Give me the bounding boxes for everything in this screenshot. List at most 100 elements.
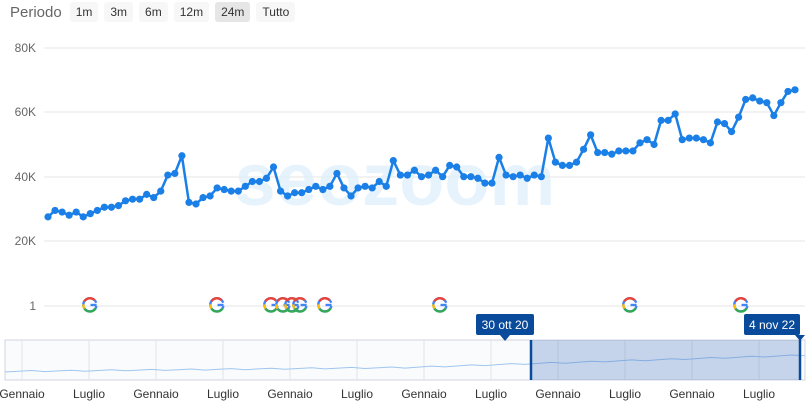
data-point[interactable] [178, 152, 186, 160]
data-point[interactable] [269, 163, 278, 171]
data-point[interactable] [86, 210, 94, 218]
google-update-markers[interactable] [82, 297, 749, 313]
data-point[interactable] [361, 182, 369, 190]
data-point[interactable] [305, 185, 313, 194]
series-line[interactable] [44, 86, 799, 221]
period-button-all[interactable]: Tutto [256, 2, 296, 22]
data-point[interactable] [319, 185, 327, 194]
data-point[interactable] [410, 166, 419, 174]
data-point[interactable] [347, 192, 355, 200]
data-point[interactable] [481, 179, 489, 187]
data-point[interactable] [354, 184, 362, 192]
data-point[interactable] [784, 87, 792, 96]
data-point[interactable] [439, 173, 447, 181]
data-point[interactable] [150, 193, 158, 202]
data-point[interactable] [431, 166, 440, 174]
google-g-icon[interactable] [733, 297, 749, 313]
data-point[interactable] [608, 150, 616, 158]
data-point[interactable] [622, 147, 630, 155]
data-point[interactable] [44, 213, 52, 221]
data-point[interactable] [396, 171, 404, 179]
data-point[interactable] [509, 173, 517, 181]
data-point[interactable] [375, 177, 383, 186]
navigator[interactable]: 30 ott 20 4 nov 22 Gennaio Luglio Gennaio Lug… [0, 314, 806, 401]
data-point[interactable] [79, 213, 87, 221]
data-point[interactable] [523, 174, 531, 182]
data-point[interactable] [692, 134, 700, 142]
data-point[interactable] [382, 182, 390, 190]
data-point[interactable] [572, 158, 581, 166]
data-point[interactable] [284, 192, 292, 200]
data-point[interactable] [650, 140, 658, 149]
data-point[interactable] [446, 161, 454, 170]
data-point[interactable] [248, 177, 256, 186]
data-point[interactable] [65, 211, 73, 219]
data-point[interactable] [171, 169, 179, 178]
data-point[interactable] [664, 116, 672, 124]
data-point[interactable] [720, 119, 729, 128]
period-button-24m[interactable]: 24m [215, 2, 251, 22]
data-point[interactable] [93, 206, 101, 215]
data-point[interactable] [706, 139, 715, 147]
data-point[interactable] [276, 187, 285, 195]
data-point[interactable] [100, 203, 108, 211]
data-point[interactable] [671, 110, 679, 118]
data-point[interactable] [368, 184, 376, 192]
data-point[interactable] [72, 208, 80, 216]
data-point[interactable] [340, 184, 348, 192]
navigator-selection[interactable] [531, 340, 800, 380]
data-point[interactable] [107, 203, 116, 211]
data-point[interactable] [460, 173, 468, 181]
data-point[interactable] [756, 97, 764, 105]
data-point[interactable] [206, 192, 214, 200]
data-point[interactable] [537, 173, 545, 181]
data-point[interactable] [192, 200, 200, 208]
data-point[interactable] [403, 171, 412, 179]
data-point[interactable] [594, 148, 602, 157]
data-point[interactable] [495, 153, 503, 161]
data-point[interactable] [502, 171, 510, 179]
data-point[interactable] [474, 174, 482, 182]
data-point[interactable] [749, 94, 757, 102]
data-point[interactable] [763, 99, 771, 107]
data-point[interactable] [58, 208, 66, 216]
data-point[interactable] [220, 185, 228, 194]
data-point[interactable] [742, 95, 750, 104]
data-point[interactable] [587, 131, 595, 139]
google-g-icon[interactable] [317, 297, 333, 313]
data-point[interactable] [558, 161, 567, 170]
data-point[interactable] [516, 171, 524, 179]
data-point[interactable] [417, 173, 426, 181]
data-point[interactable] [424, 171, 433, 179]
data-point[interactable] [333, 169, 341, 178]
data-point[interactable] [685, 134, 693, 142]
data-point[interactable] [727, 128, 736, 136]
data-point[interactable] [213, 184, 221, 192]
data-point[interactable] [312, 182, 320, 190]
data-point[interactable] [114, 202, 123, 210]
data-point[interactable] [227, 187, 235, 195]
period-button-3m[interactable]: 3m [104, 2, 134, 22]
data-point[interactable] [51, 206, 59, 215]
google-g-icon[interactable] [292, 297, 308, 313]
data-point[interactable] [453, 163, 461, 171]
data-point[interactable] [143, 190, 151, 198]
data-point[interactable] [255, 177, 264, 186]
data-point[interactable] [241, 182, 249, 190]
data-point[interactable] [262, 174, 271, 182]
data-point[interactable] [551, 158, 559, 166]
data-point[interactable] [389, 156, 397, 165]
data-point[interactable] [164, 171, 172, 179]
data-point[interactable] [544, 134, 552, 142]
data-point[interactable] [735, 113, 743, 121]
google-g-icon[interactable] [432, 297, 448, 313]
data-point[interactable] [488, 179, 496, 187]
data-point[interactable] [713, 118, 722, 126]
period-button-12m[interactable]: 12m [173, 2, 210, 22]
data-point[interactable] [657, 116, 665, 124]
data-point[interactable] [136, 195, 144, 203]
data-point[interactable] [678, 136, 686, 144]
data-point[interactable] [467, 173, 475, 181]
data-point[interactable] [643, 136, 651, 144]
google-g-icon[interactable] [263, 297, 279, 313]
